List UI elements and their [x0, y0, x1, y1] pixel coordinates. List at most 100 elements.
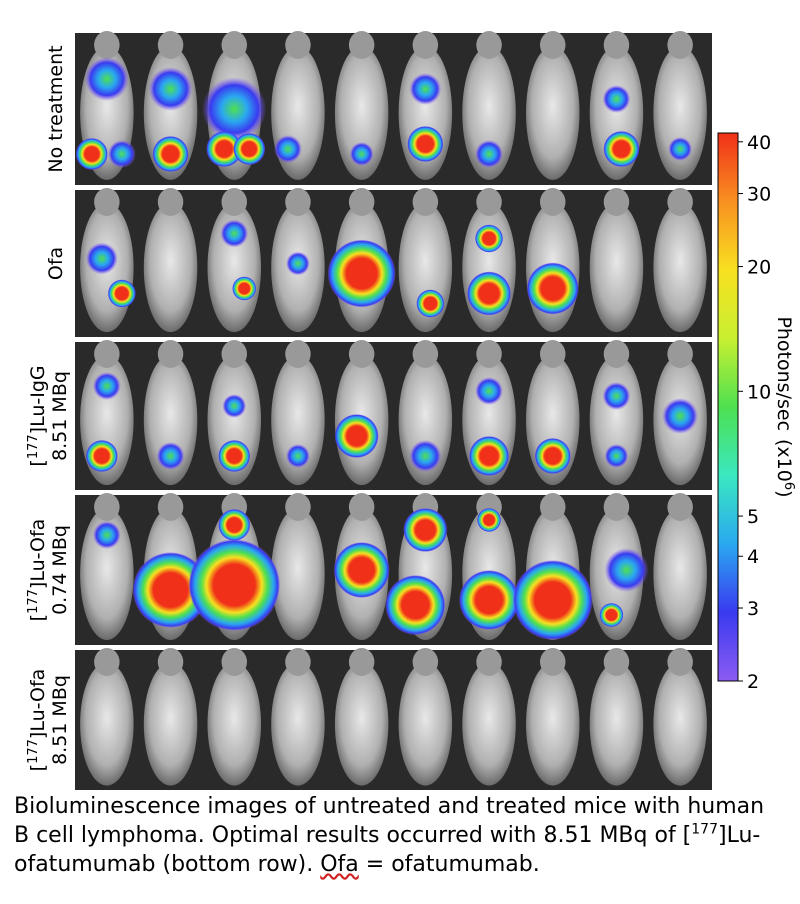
signal [407, 126, 444, 162]
mouse-body [207, 662, 262, 786]
signal [233, 133, 266, 165]
signal [349, 142, 374, 166]
signal [85, 440, 118, 472]
signal [285, 444, 310, 468]
mouse-body [80, 508, 134, 640]
mouse-body [143, 202, 198, 333]
row-label: 8.51 MBq [49, 371, 71, 461]
label-part: Ofa [45, 247, 67, 280]
row-label: [177]Lu-Ofa [26, 519, 49, 622]
mouse-head [476, 340, 502, 368]
signal [403, 508, 448, 552]
label-sup: 6 [781, 482, 796, 490]
mouse-head [540, 340, 566, 368]
mouse-head [476, 648, 502, 676]
label-part: [ [27, 764, 49, 771]
signal [467, 271, 512, 316]
mouse-head [667, 340, 693, 368]
mouse-body [334, 46, 389, 180]
colorbar-label: Photons/sec (x106) [773, 316, 796, 497]
mouse-body [334, 662, 389, 786]
signal [475, 224, 504, 253]
tick-label: 10 [747, 381, 771, 403]
mouse-head [348, 340, 375, 368]
label-sup: 177 [26, 739, 41, 764]
mouse-head [285, 31, 311, 59]
mouse-head [412, 31, 439, 59]
row-label: No treatment [45, 45, 67, 172]
mouse-head [412, 188, 439, 216]
mouse-head [603, 648, 630, 676]
mouse-body [271, 508, 325, 640]
mouse-head [348, 493, 375, 521]
tick-label: 20 [747, 257, 771, 279]
signal [534, 438, 571, 474]
label-part: ]Lu-Ofa [27, 669, 49, 739]
signal [416, 289, 445, 318]
row-label: [177]Lu-IgG [26, 365, 49, 466]
tick-label: 30 [747, 184, 771, 206]
mouse-body [143, 662, 198, 786]
caption: Bioluminescence images of untreated and … [14, 792, 774, 879]
mouse-head [348, 31, 375, 59]
signal [222, 394, 247, 418]
mouse-head [285, 188, 311, 216]
mouse-head [667, 31, 693, 59]
signal [206, 131, 243, 167]
mouse-head [285, 493, 311, 521]
mouse-head [221, 31, 247, 59]
signal [107, 279, 136, 308]
tick-label: 4 [747, 546, 759, 568]
mouse-head [603, 31, 630, 59]
mouse-head [540, 188, 566, 216]
label-part: ]Lu-IgG [27, 365, 49, 434]
signal [220, 219, 249, 248]
mouse-head [157, 188, 184, 216]
mouse-body [525, 662, 580, 786]
mouse-head [603, 340, 630, 368]
signal [477, 508, 502, 532]
signal [602, 85, 631, 113]
row-label: Ofa [45, 247, 67, 280]
mouse-body [398, 662, 453, 786]
mouse-head [94, 493, 120, 521]
mouse-head [221, 188, 247, 216]
signal [333, 542, 390, 598]
signal [107, 140, 136, 168]
tick-label: 2 [747, 671, 759, 693]
mouse-body [462, 662, 516, 786]
label-part: [ [27, 459, 49, 466]
label-sup: 177 [26, 589, 41, 614]
caption-text: ]Lu-ofatumumab (bottom row). [14, 823, 761, 877]
mouse-head [603, 493, 630, 521]
signal [604, 548, 649, 592]
signal [218, 509, 251, 541]
signal [92, 372, 121, 400]
signal [188, 539, 281, 631]
signal [156, 442, 185, 470]
tick-label: 5 [747, 506, 759, 528]
mouse-head [285, 340, 311, 368]
colorbar [717, 132, 739, 682]
mouse-head [157, 648, 184, 676]
mouse-head [94, 188, 120, 216]
mouse-head [285, 648, 311, 676]
mouse-head [412, 648, 439, 676]
mouse-head [94, 648, 120, 676]
mouse-head [603, 188, 630, 216]
mouse-head [667, 493, 693, 521]
mouse-body [80, 662, 134, 786]
label-part: [ [27, 614, 49, 621]
mouse-body [589, 354, 644, 486]
signal [475, 377, 504, 405]
signal [218, 440, 251, 472]
signal [475, 140, 504, 168]
signal [202, 77, 267, 141]
mouse-head [667, 648, 693, 676]
signal [662, 398, 699, 434]
mouse-head [157, 340, 184, 368]
label-sup: 177 [26, 434, 41, 459]
label-part: ) [773, 490, 795, 497]
mouse-body [589, 662, 644, 786]
